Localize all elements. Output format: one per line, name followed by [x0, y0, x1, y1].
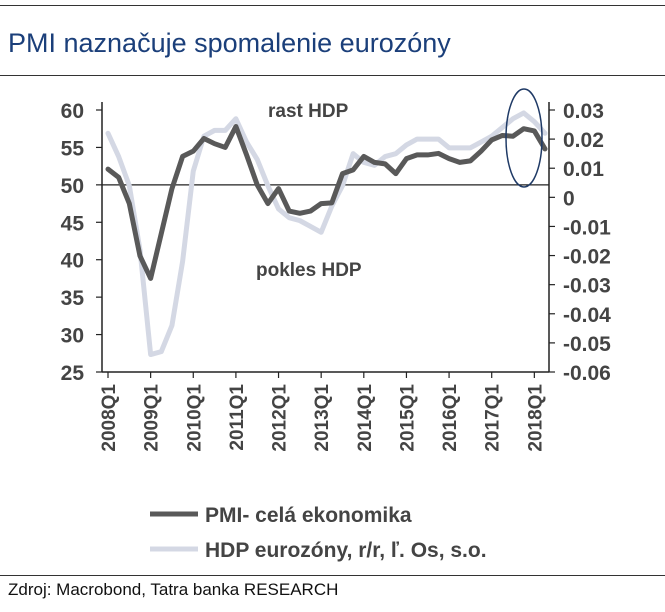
series-line-hdp — [105, 110, 548, 358]
x-tick-label: 2008Q1 — [99, 384, 120, 452]
left-tick-label: 35 — [61, 287, 85, 310]
right-tick-label: -0.03 — [563, 275, 611, 298]
left-tick-label: 55 — [61, 137, 85, 160]
chart-area: 60 55 50 45 40 35 30 25 0.03 0.02 0.01 0 -0.01 -0.02… — [61, 88, 611, 562]
left-tick-label: 45 — [61, 212, 85, 235]
series-line-pmi — [105, 123, 548, 281]
annotation-rast-hdp: rast HDP — [268, 101, 349, 122]
series-group — [105, 110, 548, 358]
x-axis-tick-labels: 2008Q1 2009Q1 2010Q1 2011Q1 2012Q1 2013Q1 2014… — [99, 372, 546, 452]
source-note: Zdroj: Macrobond, Tatra banka RESEARCH — [8, 580, 339, 599]
right-tick-label: -0.04 — [563, 304, 611, 327]
legend-label-hdp: HDP eurozóny, r/r, ľ. Os, s.o. — [205, 539, 487, 562]
x-tick-label: 2018Q1 — [525, 384, 546, 452]
top-rule — [0, 5, 665, 6]
highlight-ellipse — [505, 88, 543, 188]
annotation-pokles-hdp: pokles HDP — [256, 260, 362, 281]
legend: PMI- celá ekonomika HDP eurozóny, r/r, ľ.… — [150, 504, 487, 562]
left-tick-label: 60 — [61, 100, 84, 123]
legend-label-pmi: PMI- celá ekonomika — [205, 504, 412, 527]
right-tick-label: -0.01 — [563, 216, 611, 239]
left-tick-label: 30 — [61, 325, 84, 348]
chart-title: PMI naznačuje spomalenie eurozóny — [8, 28, 451, 58]
x-tick-label: 2012Q1 — [270, 384, 291, 452]
x-tick-label: 2010Q1 — [184, 384, 205, 452]
title-rule — [0, 75, 665, 76]
right-tick-label: 0.01 — [563, 158, 604, 181]
right-tick-label: 0.02 — [563, 129, 604, 152]
x-tick-label: 2016Q1 — [440, 384, 461, 452]
right-tick-label: -0.02 — [563, 246, 611, 269]
left-axis-tick-labels: 60 55 50 45 40 35 30 25 — [61, 100, 102, 385]
x-tick-label: 2009Q1 — [142, 384, 163, 452]
right-tick-label: -0.06 — [563, 362, 611, 385]
x-tick-label: 2015Q1 — [397, 384, 418, 452]
x-tick-label: 2014Q1 — [355, 384, 376, 452]
x-tick-label: 2017Q1 — [483, 384, 504, 452]
left-tick-label: 40 — [61, 250, 84, 273]
source-rule — [0, 575, 665, 576]
right-axis-tick-labels: 0.03 0.02 0.01 0 -0.01 -0.02 -0.03 -0.04 -0.05 -0… — [549, 100, 611, 385]
right-tick-label: 0.03 — [563, 100, 604, 123]
right-tick-label: -0.05 — [563, 333, 611, 356]
x-tick-label: 2013Q1 — [312, 384, 333, 452]
x-tick-label: 2011Q1 — [227, 384, 248, 451]
right-tick-label: 0 — [563, 187, 575, 210]
annotations: rast HDP pokles HDP — [256, 88, 543, 281]
left-tick-label: 50 — [61, 175, 84, 198]
left-tick-label: 25 — [61, 362, 85, 385]
